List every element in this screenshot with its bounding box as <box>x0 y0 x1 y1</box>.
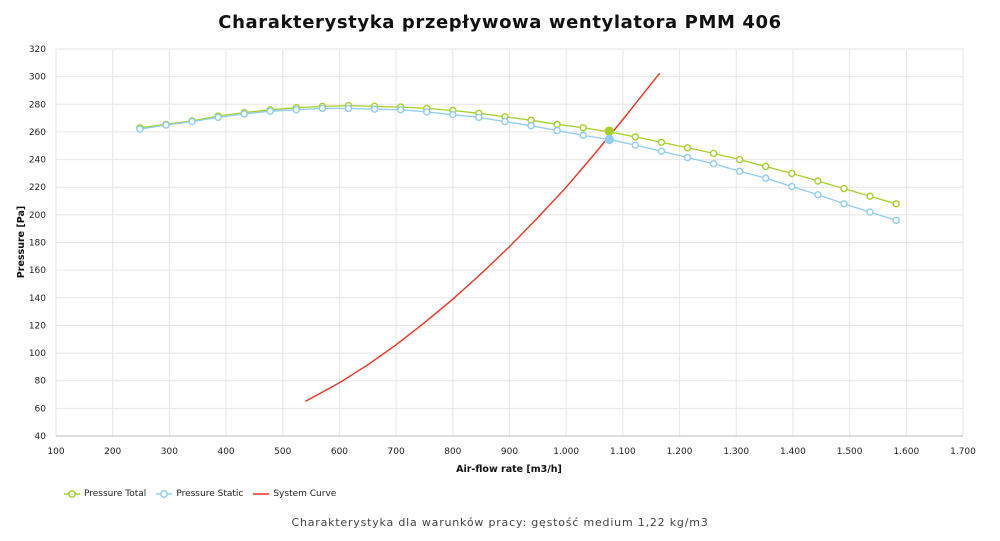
y-tick-label: 60 <box>35 404 47 414</box>
x-tick-label: 1.400 <box>780 447 806 457</box>
y-tick-label: 180 <box>29 239 46 249</box>
data-point-pressure-total[interactable] <box>683 144 692 152</box>
data-point-pressure-static[interactable] <box>162 121 170 129</box>
x-tick-label: 800 <box>444 447 461 457</box>
y-tick-label: 220 <box>29 183 46 193</box>
legend-item-pressure-total[interactable]: Pressure Total <box>64 489 146 499</box>
series-layer <box>136 72 900 403</box>
legend-item-pressure-static[interactable]: Pressure Static <box>156 489 243 499</box>
data-point-pressure-total[interactable] <box>579 124 587 132</box>
y-tick-label: 300 <box>29 73 46 83</box>
data-point-pressure-total[interactable] <box>788 169 796 178</box>
chart-footnote: Charakterystyka dla warunków pracy: gęst… <box>291 516 709 529</box>
y-tick-label: 280 <box>29 100 46 110</box>
y-axis-ticks: 40 60 80 100 120 140 160 180 200 220 240 260 280 300 3… <box>29 45 46 442</box>
x-tick-label: 1.600 <box>893 447 919 457</box>
data-point-pressure-static[interactable] <box>475 113 483 122</box>
x-tick-label: 1.700 <box>950 447 976 457</box>
data-point-pressure-static[interactable] <box>344 104 353 113</box>
data-point-pressure-static[interactable] <box>292 106 301 114</box>
x-tick-label: 1.300 <box>723 447 749 457</box>
y-tick-label: 100 <box>29 349 46 359</box>
series-line-system-curve <box>305 72 661 403</box>
y-tick-label: 160 <box>29 266 46 276</box>
data-point-pressure-static[interactable] <box>892 216 900 225</box>
x-tick-label: 1.000 <box>553 447 579 457</box>
data-point-pressure-static[interactable] <box>240 110 248 118</box>
y-tick-label: 240 <box>29 156 46 166</box>
x-tick-label: 300 <box>161 447 178 457</box>
x-axis-title: Air-flow rate [m3/h] <box>456 464 562 475</box>
x-tick-label: 200 <box>104 447 121 457</box>
data-point-pressure-static[interactable] <box>683 153 692 162</box>
y-tick-label: 80 <box>35 377 47 387</box>
legend-marker-pressure-static <box>156 490 173 498</box>
legend-item-system-curve[interactable]: System Curve <box>253 489 336 499</box>
legend-label-pressure-static: Pressure Static <box>176 489 244 499</box>
y-tick-label: 40 <box>35 432 47 442</box>
y-tick-label: 120 <box>29 321 46 331</box>
data-point-pressure-static[interactable] <box>657 147 666 155</box>
x-tick-label: 900 <box>501 447 518 457</box>
data-point-pressure-static[interactable] <box>866 208 874 216</box>
series-line-pressure-total <box>139 105 897 205</box>
operating-point-pressure-total[interactable] <box>604 126 614 136</box>
data-point-pressure-total[interactable] <box>840 184 848 193</box>
x-tick-label: 100 <box>47 447 64 457</box>
data-point-pressure-total[interactable] <box>553 120 561 129</box>
data-point-pressure-static[interactable] <box>631 141 640 149</box>
data-point-pressure-static[interactable] <box>370 105 379 113</box>
legend-marker-pressure-total <box>64 490 80 498</box>
data-point-pressure-static[interactable] <box>396 106 405 114</box>
data-point-pressure-static[interactable] <box>579 131 587 140</box>
y-tick-label: 260 <box>29 128 46 138</box>
data-point-pressure-static[interactable] <box>188 117 196 126</box>
chart-title: Charakterystyka przepływowa wentylatora … <box>218 12 782 33</box>
data-point-pressure-static[interactable] <box>762 174 770 182</box>
x-tick-label: 700 <box>388 447 405 457</box>
x-axis-ticks: 100 200 300 400 500 600 700 800 900 1.000 1.100 1.2… <box>47 447 976 457</box>
data-point-pressure-total[interactable] <box>735 155 744 164</box>
y-axis-title: Pressure [Pa] <box>16 206 27 278</box>
data-point-pressure-total[interactable] <box>892 200 900 208</box>
data-point-pressure-total[interactable] <box>657 138 666 146</box>
data-point-pressure-static[interactable] <box>449 110 457 119</box>
data-point-pressure-static[interactable] <box>814 191 822 199</box>
data-point-pressure-static[interactable] <box>266 107 274 115</box>
data-point-pressure-static[interactable] <box>527 122 535 130</box>
data-point-pressure-static[interactable] <box>318 104 327 113</box>
x-tick-label: 1.500 <box>837 447 863 457</box>
x-tick-label: 400 <box>217 447 234 457</box>
data-point-pressure-static[interactable] <box>788 182 796 191</box>
y-tick-label: 140 <box>29 294 46 304</box>
x-tick-label: 500 <box>274 447 291 457</box>
operating-point-pressure-static[interactable] <box>604 134 614 145</box>
x-tick-label: 600 <box>331 447 348 457</box>
data-point-pressure-static[interactable] <box>553 126 561 135</box>
x-tick-label: 1.200 <box>667 447 693 457</box>
data-point-pressure-static[interactable] <box>501 117 509 126</box>
legend-label-pressure-total: Pressure Total <box>84 489 147 499</box>
data-point-pressure-total[interactable] <box>709 149 718 158</box>
x-tick-label: 1.100 <box>610 447 636 457</box>
data-point-pressure-total[interactable] <box>866 192 874 200</box>
data-point-pressure-total[interactable] <box>631 133 640 141</box>
data-point-pressure-static[interactable] <box>840 200 848 208</box>
series-line-pressure-static <box>139 107 897 222</box>
data-point-pressure-static[interactable] <box>136 125 144 133</box>
grid-lines <box>55 48 964 437</box>
data-point-pressure-total[interactable] <box>762 162 770 171</box>
y-tick-label: 320 <box>29 45 46 55</box>
legend-marker-system-curve <box>253 493 270 495</box>
chart-legend: Pressure Total Pressure Static System Cu… <box>64 489 336 499</box>
y-tick-label: 200 <box>29 211 46 221</box>
data-point-pressure-total[interactable] <box>814 177 822 185</box>
data-point-pressure-static[interactable] <box>423 108 431 116</box>
legend-label-system-curve: System Curve <box>273 489 337 499</box>
data-point-pressure-static[interactable] <box>709 160 718 168</box>
data-point-pressure-static[interactable] <box>735 167 744 176</box>
data-point-pressure-static[interactable] <box>214 113 222 122</box>
